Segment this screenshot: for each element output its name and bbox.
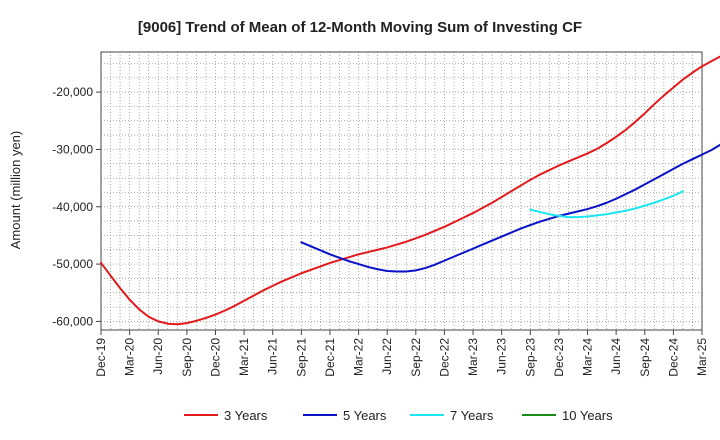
legend-label: 7 Years: [450, 408, 494, 423]
y-axis-ticks: -20,000 -30,000 -40,000 -50,000 -60,000: [52, 85, 101, 328]
x-tick-label: Sep-20: [180, 338, 194, 377]
y-tick-label: -60,000: [52, 314, 93, 328]
series-lines: [100, 55, 720, 326]
x-tick-label: Dec-20: [208, 338, 222, 377]
chart-title: [9006] Trend of Mean of 12-Month Moving …: [138, 19, 582, 36]
x-tick-label: Jun-22: [380, 338, 394, 375]
y-axis-label: Amount (million yen): [8, 131, 23, 250]
x-tick-label: Mar-20: [123, 338, 137, 376]
x-tick-label: Sep-23: [523, 338, 537, 377]
x-tick-label: Jun-20: [151, 338, 165, 375]
x-tick-label: Dec-19: [94, 338, 108, 377]
x-tick-label: Mar-21: [237, 338, 251, 376]
series-line-3-years: [100, 55, 720, 326]
y-tick-label: -30,000: [52, 142, 93, 156]
series-line-7-years: [529, 190, 684, 219]
x-axis-ticks: Dec-19 Mar-20 Jun-20 Sep-20 Dec-20 Mar-21 Jun-…: [94, 330, 709, 377]
x-tick-label: Jun-24: [609, 338, 623, 375]
y-tick-label: -40,000: [52, 200, 93, 214]
x-tick-label: Dec-24: [666, 338, 680, 377]
x-tick-label: Mar-23: [466, 338, 480, 376]
legend-label: 10 Years: [562, 408, 613, 423]
x-tick-label: Dec-21: [323, 338, 337, 377]
y-tick-label: -20,000: [52, 85, 93, 99]
y-tick-label: -50,000: [52, 257, 93, 271]
x-tick-label: Dec-22: [437, 338, 451, 377]
x-tick-label: Dec-23: [552, 338, 566, 377]
grid: [101, 52, 702, 330]
legend-label: 5 Years: [343, 408, 387, 423]
legend-label: 3 Years: [224, 408, 268, 423]
legend: 3 Years 5 Years 7 Years 10 Years: [184, 408, 613, 423]
x-tick-label: Jun-21: [266, 338, 280, 375]
plot-area: [100, 51, 703, 331]
x-tick-label: Mar-24: [581, 338, 595, 376]
x-tick-label: Mar-22: [352, 338, 366, 376]
x-tick-label: Mar-25: [695, 338, 709, 376]
x-tick-label: Sep-22: [409, 338, 423, 377]
x-tick-label: Sep-21: [294, 338, 308, 377]
x-tick-label: Sep-24: [638, 338, 652, 377]
series-line-5-years: [300, 143, 720, 273]
x-tick-label: Jun-23: [495, 338, 509, 375]
